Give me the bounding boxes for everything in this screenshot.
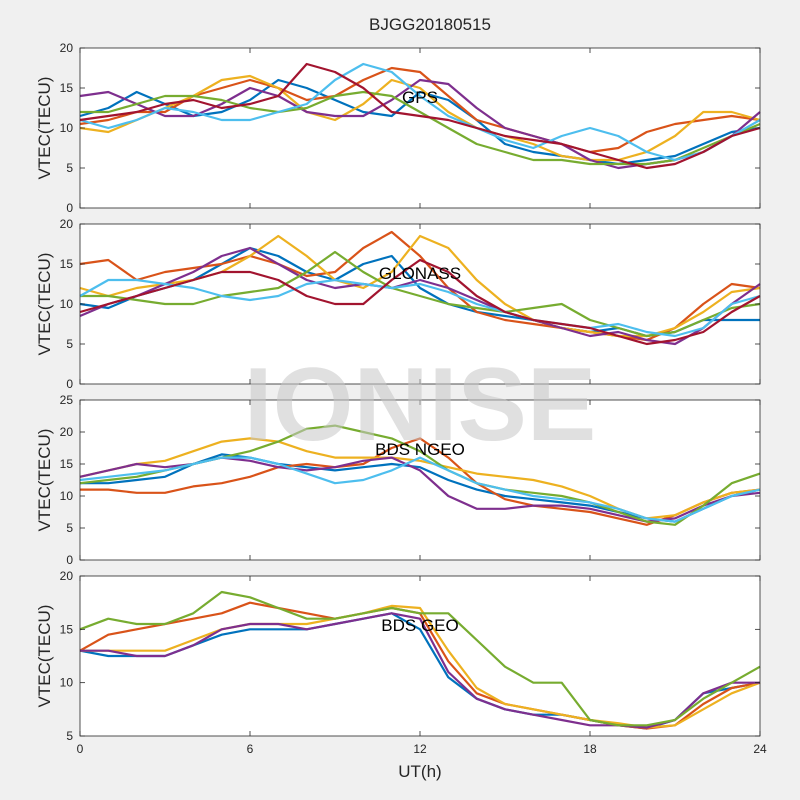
y-tick-label: 25 bbox=[60, 393, 74, 407]
y-tick-label: 20 bbox=[60, 425, 74, 439]
series-line bbox=[79, 590, 761, 727]
y-tick-label: 15 bbox=[60, 81, 74, 95]
y-tick-label: 5 bbox=[66, 521, 73, 535]
panel-label: GLONASS bbox=[379, 264, 461, 283]
panel-label: BDS NGEO bbox=[375, 440, 465, 459]
y-tick-label: 0 bbox=[66, 377, 73, 391]
y-tick-label: 15 bbox=[60, 622, 74, 636]
watermark: IONISE bbox=[244, 347, 597, 463]
y-tick-label: 0 bbox=[66, 201, 73, 215]
panel-label: GPS bbox=[402, 88, 438, 107]
series-line bbox=[80, 437, 761, 526]
panel-label: BDS GEO bbox=[381, 616, 458, 635]
series-line bbox=[79, 278, 761, 338]
chart-panel: 0 5 10 15 20 25 VTEC(TECU) BDS NGEO bbox=[35, 393, 761, 567]
series-line bbox=[79, 62, 761, 162]
series-line bbox=[79, 258, 761, 346]
y-tick-label: 20 bbox=[60, 217, 74, 231]
series-line bbox=[80, 612, 760, 729]
y-tick-label: 10 bbox=[60, 676, 74, 690]
plot-area bbox=[80, 48, 760, 208]
y-tick-label: 0 bbox=[66, 553, 73, 567]
chart-panel: 0 6 12 18 24 5 10 15 20 VTEC(TECU) BDS GEO bbox=[35, 569, 767, 756]
y-tick-label: 20 bbox=[60, 41, 74, 55]
chart-panel: 0 5 10 15 20 VTEC(TECU) GPS bbox=[35, 41, 761, 215]
y-tick-label: 5 bbox=[66, 161, 73, 175]
series-line bbox=[79, 456, 761, 523]
y-axis-label: VTEC(TECU) bbox=[35, 77, 54, 180]
x-tick-label: 0 bbox=[77, 742, 84, 756]
y-tick-label: 20 bbox=[60, 569, 74, 583]
y-axis-label: VTEC(TECU) bbox=[35, 605, 54, 708]
y-tick-label: 5 bbox=[66, 729, 73, 743]
plot-area bbox=[80, 400, 760, 560]
x-tick-label: 24 bbox=[753, 742, 767, 756]
y-axis-label: VTEC(TECU) bbox=[35, 253, 54, 356]
x-tick-label: 18 bbox=[583, 742, 597, 756]
y-tick-label: 15 bbox=[60, 457, 74, 471]
series-line bbox=[79, 246, 761, 346]
series-line bbox=[79, 62, 761, 170]
y-tick-label: 5 bbox=[66, 337, 73, 351]
series-line bbox=[80, 250, 761, 338]
y-tick-label: 10 bbox=[60, 489, 74, 503]
chart-panel: 0 5 10 15 20 VTEC(TECU) GLONASS bbox=[35, 217, 761, 391]
figure-title: BJGG20180515 bbox=[369, 15, 491, 34]
y-tick-label: 10 bbox=[60, 297, 74, 311]
y-tick-label: 15 bbox=[60, 257, 74, 271]
x-tick-label: 12 bbox=[413, 742, 427, 756]
y-axis-label: VTEC(TECU) bbox=[35, 429, 54, 532]
x-tick-label: 6 bbox=[247, 742, 254, 756]
series-line bbox=[80, 90, 761, 166]
y-tick-label: 10 bbox=[60, 121, 74, 135]
plot-area bbox=[80, 576, 760, 736]
x-axis-label: UT(h) bbox=[398, 762, 441, 781]
